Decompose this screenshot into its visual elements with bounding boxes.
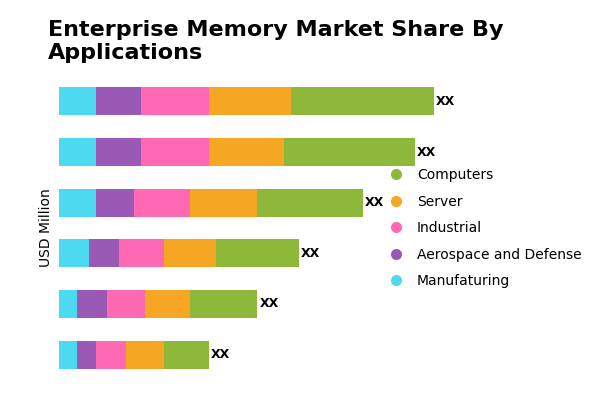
Bar [190,189,257,217]
Bar [107,290,145,318]
Bar [141,88,209,115]
Bar [164,239,216,267]
Text: XX: XX [436,95,455,108]
Text: XX: XX [301,247,320,260]
Text: Enterprise Memory Market Share By
Applications: Enterprise Memory Market Share By Applic… [48,20,503,63]
Text: XX: XX [364,196,383,209]
Bar [119,239,164,267]
Bar [145,290,190,318]
Bar [134,189,190,217]
Bar [284,138,415,166]
Legend: Computers, Server, Industrial, Aerospace and Defense, Manufaturing: Computers, Server, Industrial, Aerospace… [377,162,587,294]
Bar [164,341,209,368]
Y-axis label: USD Million: USD Million [39,189,53,267]
Bar [96,341,126,368]
Bar [216,239,299,267]
Bar [96,88,141,115]
Bar [209,88,291,115]
Bar [190,290,257,318]
Text: XX: XX [259,298,278,310]
Bar [141,138,209,166]
Bar [89,239,119,267]
Bar [209,138,284,166]
Bar [257,189,362,217]
Bar [59,138,96,166]
Bar [77,341,96,368]
Bar [59,341,77,368]
Bar [59,239,89,267]
Bar [291,88,434,115]
Bar [59,189,96,217]
Bar [77,290,107,318]
Bar [126,341,164,368]
Text: XX: XX [417,146,436,158]
Bar [96,189,134,217]
Text: XX: XX [211,348,230,361]
Bar [59,290,77,318]
Bar [96,138,141,166]
Bar [59,88,96,115]
